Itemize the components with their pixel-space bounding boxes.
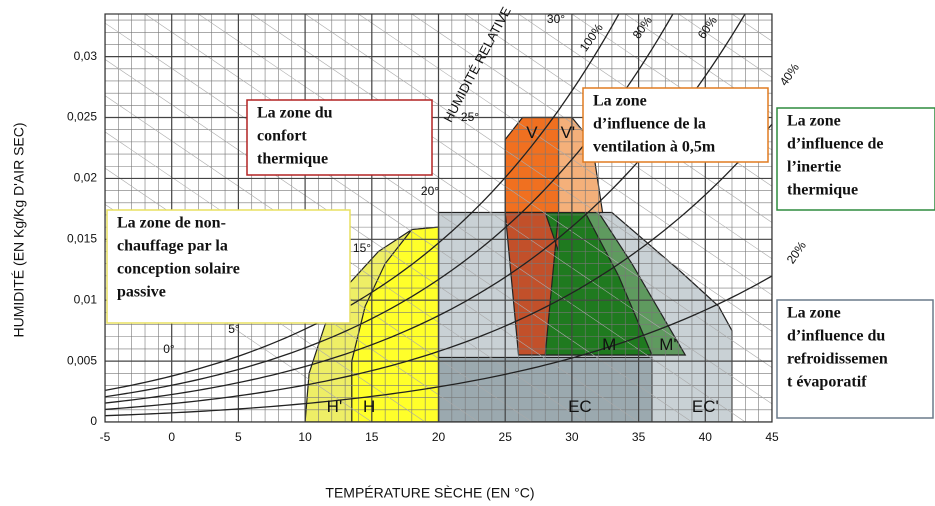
x-tick-label: 15 <box>365 430 379 444</box>
callout-text: d’influence du <box>787 328 885 345</box>
wet-bulb-line <box>304 14 772 332</box>
y-tick-label: 0,025 <box>67 110 97 124</box>
rh-label: 20% <box>784 238 809 266</box>
callout-text: chauffage par la <box>117 238 228 255</box>
wet-bulb-label: 5° <box>228 322 240 336</box>
callout: La zone de non-chauffage par la conceptio… <box>106 209 351 324</box>
callout: La zone d’influence de l’inertie thermique <box>776 107 935 211</box>
rh-label: 60% <box>695 13 720 41</box>
x-tick-label: 0 <box>168 430 175 444</box>
rh-curve <box>105 14 674 398</box>
callout-text: d’influence de <box>787 136 883 153</box>
y-tick-label: 0,03 <box>74 49 98 63</box>
wet-bulb-line <box>105 22 693 422</box>
rh-label: 40% <box>777 60 802 88</box>
callout: La zone d’influence de la ventilation à 0,… <box>582 87 769 163</box>
callout-box <box>776 107 935 211</box>
y-axis-label: HUMIDITÉ (EN Kg/Kg D'AIR SEC) <box>11 122 27 337</box>
callout-text: La zone <box>787 113 841 130</box>
callout-text: passive <box>117 284 166 301</box>
wet-bulb-line <box>105 240 372 422</box>
plot-frame <box>104 13 773 423</box>
zone-label: V <box>526 123 538 142</box>
y-tick-label: 0,015 <box>67 231 97 245</box>
callout-text: refroidissemen <box>787 351 888 368</box>
rh-label: 80% <box>630 13 655 41</box>
callout-text: La zone de non- <box>117 215 226 232</box>
y-tick-label: 0,02 <box>74 171 98 185</box>
x-tick-label: 25 <box>499 430 513 444</box>
wet-bulb-line <box>518 14 772 187</box>
callout-text: l’inertie <box>787 159 841 176</box>
callout-text: La zone <box>593 93 647 110</box>
callout-text: thermique <box>257 151 328 168</box>
wet-bulb-line <box>625 14 772 115</box>
x-tick-label: 30 <box>565 430 579 444</box>
zone-label: M <box>602 335 616 354</box>
wet-bulb-label: 20° <box>421 184 439 198</box>
y-tick-label: 0 <box>90 414 97 428</box>
wet-bulb-line <box>251 14 772 368</box>
wet-bulb-line <box>358 14 772 296</box>
rh-curve <box>105 275 772 417</box>
callout-box <box>246 99 433 176</box>
rh-curve <box>105 123 772 411</box>
wet-bulb-line <box>571 14 772 151</box>
x-tick-label: 10 <box>298 430 312 444</box>
rh-curve <box>105 14 620 392</box>
wet-bulb-line <box>465 14 772 223</box>
x-tick-label: -5 <box>100 430 111 444</box>
callout-text: La zone du <box>257 105 333 122</box>
x-tick-label: 45 <box>765 430 779 444</box>
zone-label: M' <box>659 335 676 354</box>
y-tick-label: 0,01 <box>74 292 98 306</box>
x-tick-label: 35 <box>632 430 646 444</box>
wet-bulb-label: 0° <box>163 342 175 356</box>
wet-bulb-label: 30° <box>547 12 565 26</box>
callout-text: d’influence de la <box>593 116 706 133</box>
callout-text: confort <box>257 128 307 145</box>
wet-bulb-label: 25° <box>461 110 479 124</box>
callout-text: thermique <box>787 182 858 199</box>
zone-label: H' <box>327 397 343 416</box>
callout: La zone du confort thermique <box>246 99 433 176</box>
zone-label: V' <box>561 123 576 142</box>
wet-bulb-label: 15° <box>353 241 371 255</box>
callout-text: ventilation à 0,5m <box>593 139 716 156</box>
y-tick-label: 0,005 <box>67 353 97 367</box>
zone-label: H <box>363 397 375 416</box>
callout-text: La zone <box>787 305 841 322</box>
callout-text: t évaporatif <box>787 374 867 391</box>
zone-label: EC <box>568 397 592 416</box>
wet-bulb-line <box>198 14 772 405</box>
wet-bulb-line <box>411 14 772 260</box>
callout-text: conception solaire <box>117 261 240 278</box>
rh-label: 100% <box>577 21 606 54</box>
zone-label: EC' <box>692 397 719 416</box>
x-tick-label: 5 <box>235 430 242 444</box>
callout-box <box>776 299 934 419</box>
x-tick-label: 20 <box>432 430 446 444</box>
callout-box <box>106 209 351 324</box>
callout-box <box>582 87 769 163</box>
x-axis-label: TEMPÉRATURE SÈCHE (EN °C) <box>325 485 534 501</box>
x-tick-label: 40 <box>699 430 713 444</box>
wet-bulb-line <box>144 14 746 422</box>
callout: La zone d’influence du refroidissemen t éva… <box>776 299 934 419</box>
